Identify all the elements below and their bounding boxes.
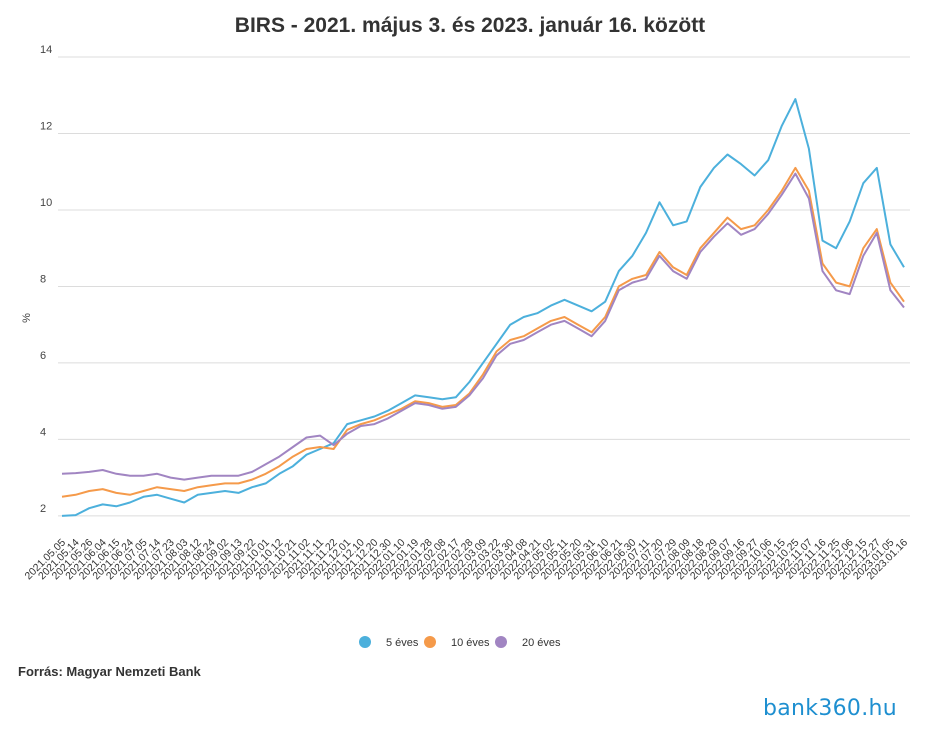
series-lines	[61, 98, 905, 517]
x-axis-ticks: 2021.05.052021.05.142021.05.262021.06.04…	[22, 537, 910, 583]
y-tick-label: 2	[40, 503, 46, 515]
bank360-logo[interactable]: bank360.hu	[763, 696, 898, 721]
y-axis-label: %	[21, 313, 33, 323]
chart-title: BIRS - 2021. május 3. és 2023. január 16…	[234, 14, 706, 37]
y-tick-label: 6	[40, 350, 46, 362]
source-note: Forrás: Magyar Nemzeti Bank	[18, 664, 201, 679]
series-line-2	[61, 166, 905, 498]
legend-marker	[359, 636, 371, 648]
legend-label[interactable]: 20 éves	[522, 637, 561, 649]
legend-label[interactable]: 5 éves	[386, 637, 419, 649]
y-tick-label: 10	[40, 197, 52, 209]
series-line-1	[61, 98, 905, 517]
y-tick-label: 12	[40, 120, 52, 132]
legend-label[interactable]: 10 éves	[451, 637, 490, 649]
y-tick-label: 14	[40, 44, 52, 56]
legend-marker	[424, 636, 436, 648]
y-tick-label: 4	[40, 426, 46, 438]
legend-marker	[495, 636, 507, 648]
series-line-3	[61, 172, 905, 481]
y-axis-ticks: 2 4 6 8 10 12 14	[40, 44, 52, 515]
legend: 5 éves 10 éves 20 éves	[359, 636, 561, 649]
y-tick-label: 8	[40, 273, 46, 285]
